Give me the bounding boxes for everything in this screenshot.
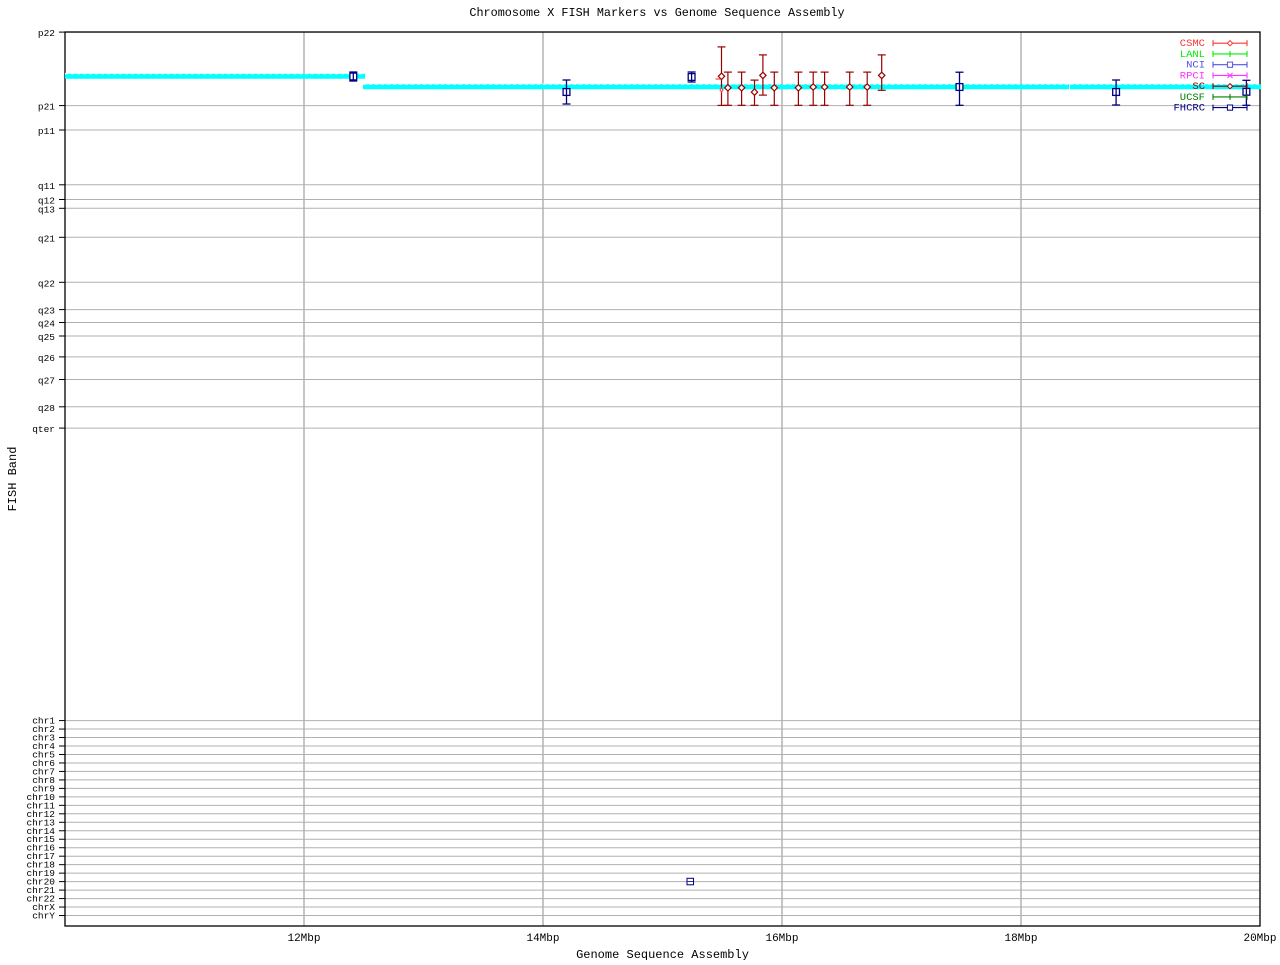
svg-text:q23: q23 (38, 306, 55, 317)
svg-text:q27: q27 (38, 376, 55, 387)
svg-text:chrY: chrY (32, 911, 55, 922)
svg-text:18Mbp: 18Mbp (1004, 933, 1037, 945)
svg-text:q28: q28 (38, 403, 55, 414)
svg-text:q26: q26 (38, 353, 55, 364)
svg-text:q24: q24 (38, 319, 55, 330)
svg-text:FHCRC: FHCRC (1173, 103, 1205, 115)
svg-text:14Mbp: 14Mbp (526, 933, 559, 945)
svg-text:12Mbp: 12Mbp (287, 933, 320, 945)
svg-text:Chromosome X FISH Markers vs G: Chromosome X FISH Markers vs Genome Sequ… (469, 6, 844, 20)
svg-text:20Mbp: 20Mbp (1243, 933, 1276, 945)
svg-text:FISH Band: FISH Band (6, 447, 20, 512)
svg-text:q11: q11 (38, 181, 55, 192)
svg-text:qter: qter (32, 424, 55, 435)
svg-text:Genome Sequence Assembly: Genome Sequence Assembly (576, 948, 749, 960)
svg-text:p21: p21 (38, 102, 55, 113)
svg-text:16Mbp: 16Mbp (765, 933, 798, 945)
svg-text:q25: q25 (38, 332, 55, 343)
svg-text:q21: q21 (38, 233, 55, 244)
svg-text:p11: p11 (38, 126, 55, 137)
svg-text:p22: p22 (38, 28, 55, 39)
svg-text:q22: q22 (38, 278, 55, 289)
svg-text:q13: q13 (38, 204, 55, 215)
